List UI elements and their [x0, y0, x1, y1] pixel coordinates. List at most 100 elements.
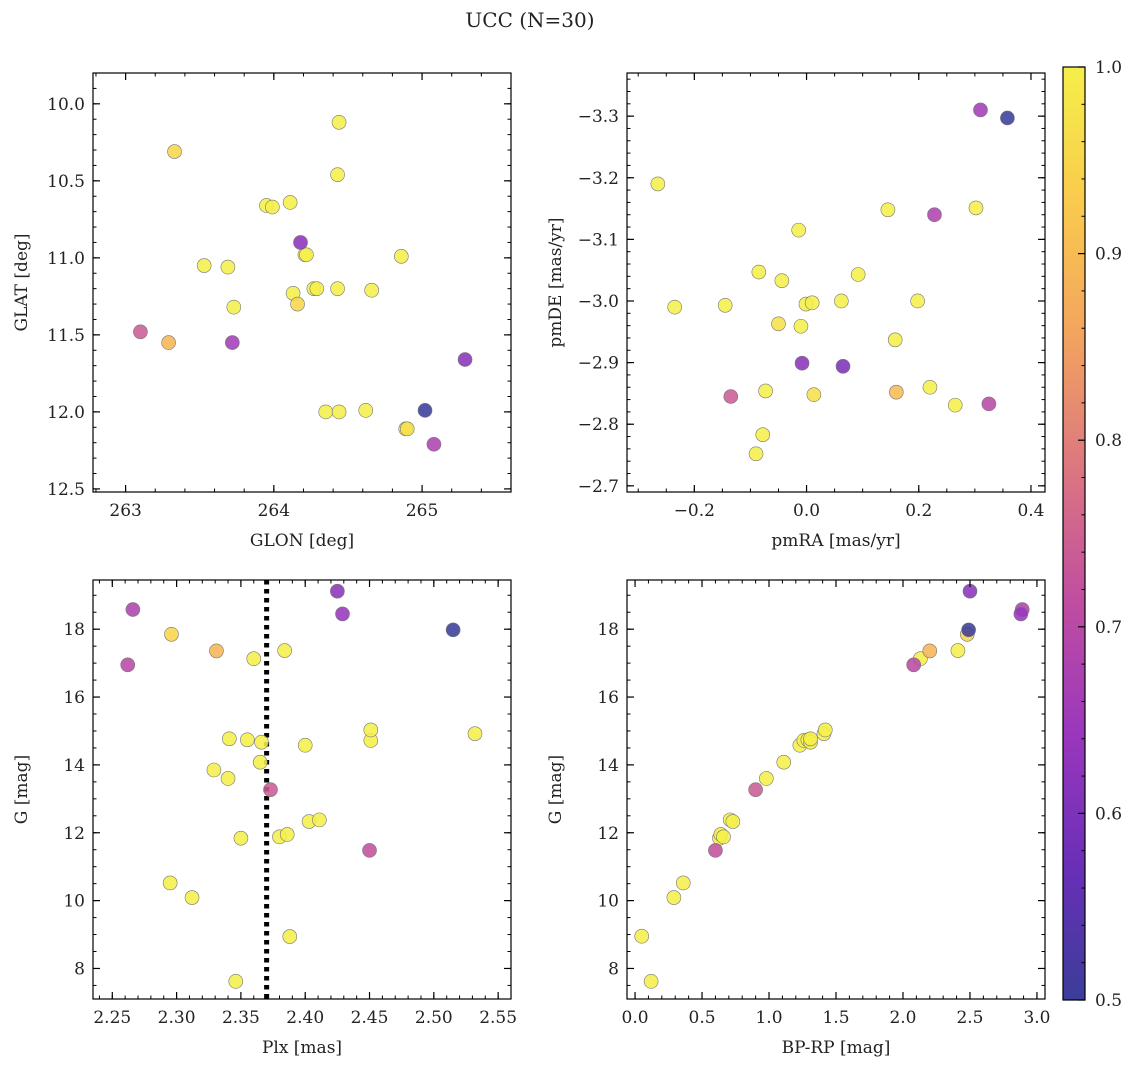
colorbar-tick-label: 0.9: [1095, 245, 1122, 265]
data-point: [887, 332, 903, 348]
data-point: [771, 316, 786, 332]
data-point: [817, 722, 833, 738]
data-point: [910, 293, 925, 309]
data-point: [774, 273, 790, 288]
data-point: [394, 249, 409, 264]
y-tick-label: 10: [597, 892, 619, 912]
panel-plx-g: 2.25 2.30 2.35 2.40 2.45 2.50 2.55 8 10 12 14 16 18 P…: [12, 579, 517, 1058]
data-point: [791, 222, 806, 238]
data-point: [835, 358, 851, 374]
colorbar: 0.5 0.6 0.7 0.8 0.9 1.0: [1062, 58, 1122, 1011]
data-point: [318, 404, 334, 420]
figure-title: UCC (N=30): [465, 8, 594, 32]
data-point: [922, 379, 938, 395]
x-tick-label: 2.50: [415, 1008, 453, 1028]
data-point: [804, 295, 820, 311]
y-axis-label: GLAT [deg]: [12, 233, 32, 331]
data-point: [364, 282, 379, 298]
data-point: [226, 299, 242, 315]
data-point: [162, 875, 178, 891]
data-point: [184, 890, 200, 905]
data-point: [457, 352, 473, 367]
data-point: [634, 928, 650, 944]
x-tick-label: 2.35: [222, 1008, 260, 1028]
data-point: [331, 404, 347, 420]
data-point: [650, 176, 666, 192]
x-tick-label: 2.45: [351, 1008, 389, 1028]
y-tick-label: 11.5: [47, 326, 85, 346]
x-tick-label: 264: [258, 501, 290, 521]
data-point: [254, 734, 269, 750]
y-tick-label: −3.3: [578, 107, 619, 127]
y-axis-label: G [mag]: [546, 755, 566, 824]
data-point: [758, 383, 773, 399]
x-tick-label: 0.0: [622, 1008, 649, 1028]
data-point: [755, 427, 771, 442]
data-point: [263, 782, 278, 797]
data-point: [161, 335, 176, 350]
x-tick-label: 1.0: [755, 1008, 782, 1028]
data-point: [279, 827, 295, 842]
data-point: [803, 731, 818, 747]
y-tick-label: 14: [63, 756, 85, 776]
data-point: [125, 602, 141, 617]
data-point: [880, 202, 896, 218]
data-point: [277, 643, 292, 658]
x-tick-label: 2.30: [158, 1008, 196, 1028]
panel-pmra-pmde: −0.2 0.0 0.2 0.4 −3.3 −3.2 −3.1 −3.0 −2.9 −2.8 −2.…: [546, 72, 1046, 551]
data-point: [222, 731, 237, 747]
colorbar-ramp: [1063, 67, 1085, 1000]
data-point: [806, 387, 822, 402]
data-point: [834, 293, 849, 309]
x-tick-label: 2.55: [479, 1008, 517, 1028]
data-point: [233, 830, 249, 846]
data-point: [220, 259, 236, 275]
x-tick-label: −0.2: [674, 501, 715, 521]
data-point: [167, 144, 182, 159]
data-point: [312, 812, 327, 828]
data-point: [363, 722, 379, 738]
panel-glon-glat: 263 264 265 10.0 10.5 11.0 11.5 12.0 12.5 GLON [d…: [12, 72, 512, 551]
data-point: [667, 299, 682, 315]
data-point: [293, 235, 308, 250]
x-tick-label: 2.5: [956, 1008, 983, 1028]
x-tick-label: 2.0: [889, 1008, 916, 1028]
y-tick-label: 10.5: [47, 172, 85, 192]
colorbar-frame: [1062, 66, 1086, 1001]
data-point: [330, 583, 345, 599]
x-tick-label: 265: [406, 501, 438, 521]
data-point: [643, 974, 659, 989]
data-point: [330, 167, 345, 182]
y-tick-label: 12.0: [47, 403, 85, 423]
y-tick-label: 11.0: [47, 249, 85, 269]
data-point: [793, 318, 809, 334]
data-point: [362, 843, 377, 858]
x-tick-label: 263: [109, 501, 141, 521]
data-point: [164, 626, 179, 642]
y-axis-label: pmDE [mas/yr]: [546, 217, 566, 347]
data-point: [717, 297, 733, 313]
x-axis-label: BP-RP [mag]: [782, 1038, 891, 1058]
y-tick-label: −3.1: [578, 230, 619, 250]
y-tick-label: 16: [597, 688, 619, 708]
x-tick-label: 2.25: [93, 1008, 131, 1028]
data-point: [961, 622, 976, 638]
data-point: [922, 643, 938, 659]
data-point: [282, 929, 298, 944]
y-tick-label: 12.5: [47, 480, 85, 500]
panel-bprp-g: 0.0 0.5 1.0 1.5 2.0 2.5 3.0 8 10 12 14 16 18 BP-RP [m…: [546, 579, 1050, 1058]
data-point: [133, 324, 148, 340]
data-point: [850, 267, 866, 282]
data-point: [196, 258, 212, 273]
data-point: [417, 403, 433, 418]
data-point: [209, 643, 224, 659]
data-point: [748, 782, 763, 797]
data-point: [299, 247, 314, 263]
data-point: [399, 421, 415, 437]
data-point: [708, 843, 723, 858]
y-tick-label: 16: [63, 688, 85, 708]
colorbar-tick-label: 0.6: [1095, 804, 1122, 824]
x-tick-label: 0.2: [905, 501, 932, 521]
data-point: [666, 890, 682, 905]
